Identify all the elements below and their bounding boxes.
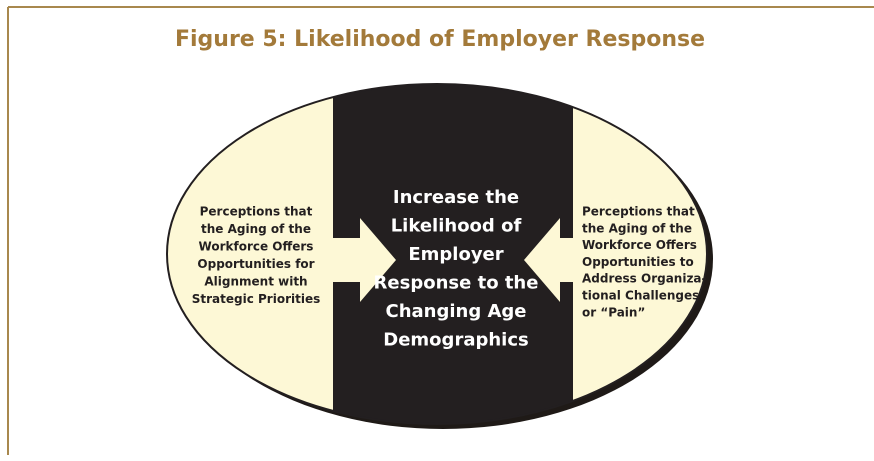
center-line: Response to the — [374, 273, 539, 294]
right-line: Workforce Offers — [582, 238, 697, 252]
right-line: Perceptions that — [582, 205, 695, 219]
center-line: Demographics — [383, 330, 528, 351]
right-line: Address Organiza- — [582, 272, 707, 286]
right-line: tional Challenges — [582, 289, 699, 303]
left-line: Opportunities for — [197, 257, 314, 271]
left-line: Perceptions that — [200, 205, 313, 219]
right-arrow — [524, 218, 590, 302]
right-line: the Aging of the — [582, 221, 692, 235]
left-line: Workforce Offers — [199, 240, 314, 254]
left-line: the Aging of the — [201, 222, 311, 236]
left-arrow — [330, 218, 396, 302]
ellipse-outline — [166, 83, 708, 425]
title: Figure 5: Likelihood of Employer Respons… — [175, 27, 705, 52]
left-line: Alignment with — [204, 275, 307, 289]
center-line: Employer — [408, 244, 503, 265]
right-line: or “Pain” — [582, 305, 645, 319]
center-line: Increase the — [393, 187, 519, 208]
left-line: Strategic Priorities — [192, 292, 321, 306]
center-line: Changing Age — [385, 301, 526, 322]
center-line: Likelihood of — [391, 216, 522, 237]
right-line: Opportunities to — [582, 255, 694, 269]
